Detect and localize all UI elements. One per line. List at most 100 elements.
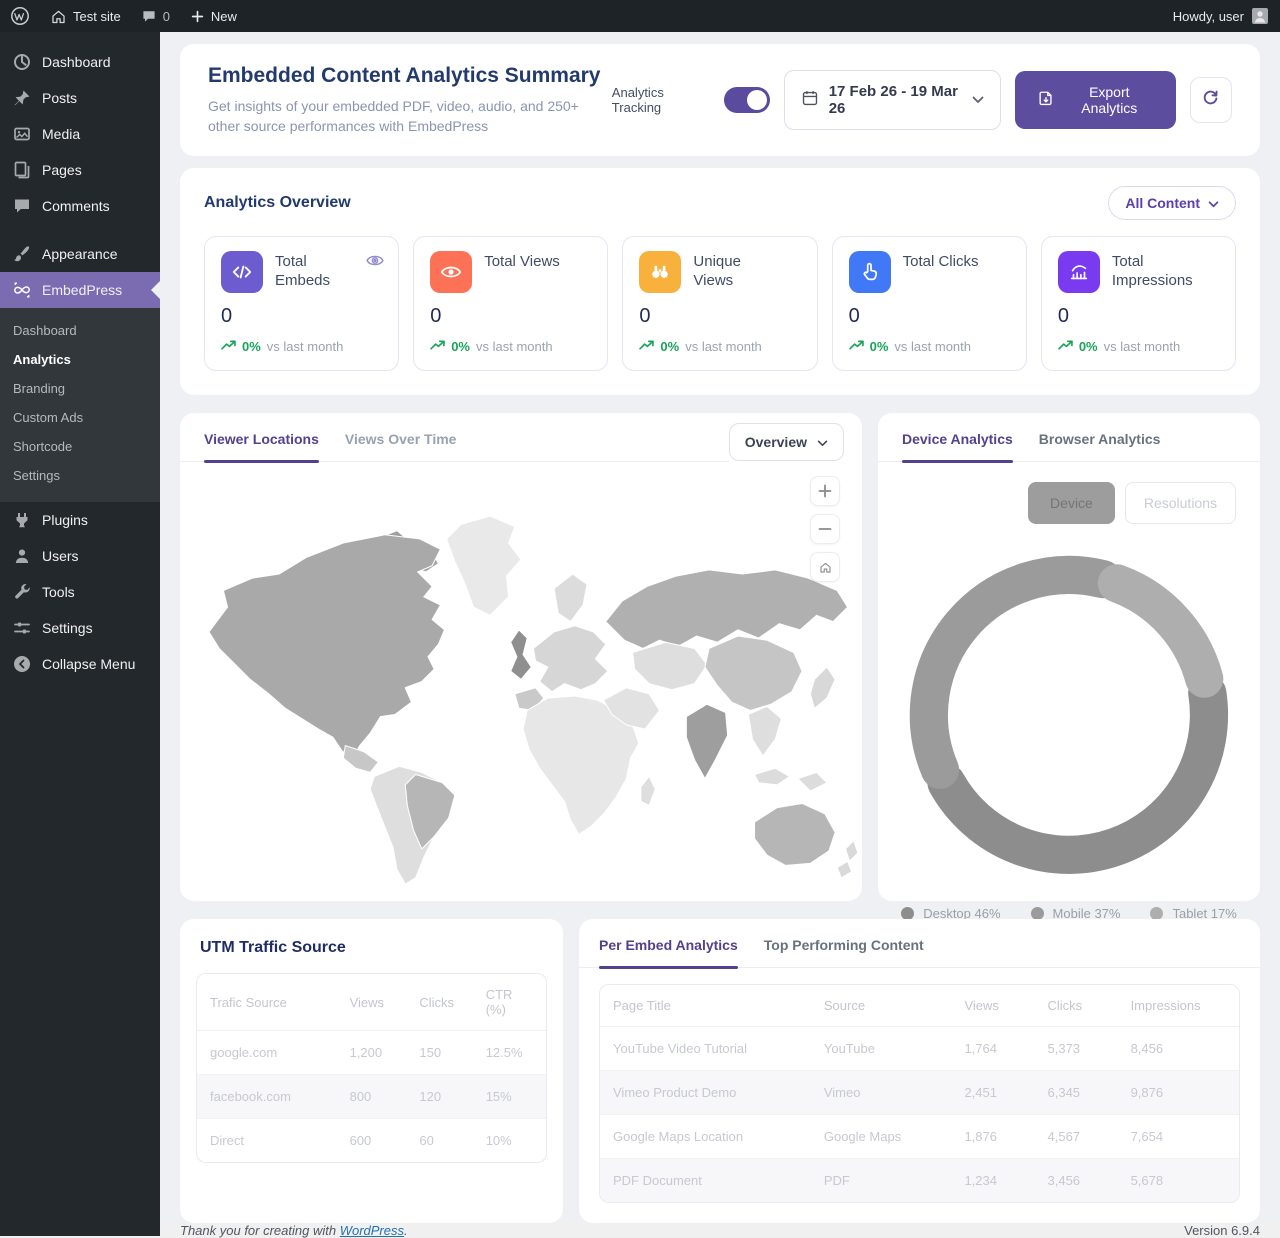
tab-top-performing-content[interactable]: Top Performing Content (764, 937, 924, 967)
resolutions-filter-button[interactable]: Resolutions (1125, 482, 1236, 524)
cell-views: 1,876 (951, 1115, 1034, 1159)
per-embed-analytics-panel: Per Embed Analytics Top Performing Conte… (579, 919, 1260, 1223)
column-header: Source (811, 985, 952, 1027)
utm-table: Trafic Source Views Clicks CTR (%) googl… (196, 973, 547, 1163)
content-filter-dropdown[interactable]: All Content (1108, 186, 1236, 220)
trend-suffix: vs last month (1104, 339, 1181, 354)
trend-percent: 0% (660, 339, 679, 354)
export-analytics-button[interactable]: Export Analytics (1015, 71, 1176, 129)
sidebar-label: Comments (42, 198, 110, 214)
page-header: Embedded Content Analytics Summary Get i… (180, 44, 1260, 156)
stat-title: Total Embeds (275, 251, 360, 291)
cell-clicks: 4,567 (1035, 1115, 1118, 1159)
tab-views-over-time[interactable]: Views Over Time (345, 431, 457, 461)
trend-up-icon (1058, 339, 1073, 354)
comment-bubble-icon (141, 8, 157, 24)
sidebar-label: Posts (42, 90, 77, 106)
page-title: Embedded Content Analytics Summary (208, 64, 612, 88)
site-link[interactable]: Test site (40, 0, 131, 32)
refresh-button[interactable] (1190, 77, 1232, 123)
stat-title: Total Views (484, 251, 560, 272)
sidebar-item-posts[interactable]: Posts (0, 80, 160, 116)
binoculars-icon (639, 251, 681, 293)
comments-indicator[interactable]: 0 (131, 0, 180, 32)
trend-percent: 0% (451, 339, 470, 354)
cell-views: 1,234 (951, 1159, 1034, 1202)
column-header: Impressions (1118, 985, 1239, 1027)
refresh-icon (1201, 88, 1220, 112)
map-zoom-out-button[interactable] (810, 514, 840, 544)
cell-views: 800 (337, 1075, 407, 1119)
sidebar-item-appearance[interactable]: Appearance (0, 236, 160, 272)
submenu-item-dashboard[interactable]: Dashboard (0, 316, 160, 345)
map-zoom-in-button[interactable] (810, 476, 840, 506)
map-metric-value: Overview (745, 434, 807, 450)
trend-percent: 0% (1079, 339, 1098, 354)
embedpress-icon (12, 280, 32, 300)
tab-browser-analytics[interactable]: Browser Analytics (1039, 431, 1161, 461)
cell-page-title: PDF Document (600, 1159, 811, 1202)
sidebar-item-tools[interactable]: Tools (0, 574, 160, 610)
world-map[interactable] (180, 462, 862, 901)
stat-title: Unique Views (693, 251, 778, 291)
sidebar-label: Plugins (42, 512, 88, 528)
map-metric-dropdown[interactable]: Overview (729, 423, 844, 461)
sidebar-item-pages[interactable]: Pages (0, 152, 160, 188)
new-content-menu[interactable]: New (180, 0, 247, 32)
wordpress-logo-menu[interactable] (0, 0, 40, 32)
column-header: Clicks (406, 974, 472, 1031)
cell-clicks: 3,456 (1035, 1159, 1118, 1202)
analytics-tracking-toggle[interactable] (724, 87, 770, 113)
sidebar-item-embedpress[interactable]: EmbedPress (0, 272, 160, 308)
cell-page-title: Vimeo Product Demo (600, 1071, 811, 1115)
account-menu[interactable]: Howdy, user (1173, 8, 1280, 24)
sidebar-item-settings[interactable]: Settings (0, 610, 160, 646)
per-embed-table: Page Title Source Views Clicks Impressio… (599, 984, 1240, 1203)
column-header: Page Title (600, 985, 811, 1027)
device-filter-button[interactable]: Device (1028, 482, 1115, 524)
cell-impressions: 7,654 (1118, 1115, 1239, 1159)
trend-up-icon (639, 339, 654, 354)
sidebar-item-plugins[interactable]: Plugins (0, 502, 160, 538)
tab-device-analytics[interactable]: Device Analytics (902, 431, 1013, 461)
sidebar-item-media[interactable]: Media (0, 116, 160, 152)
user-icon (12, 546, 32, 566)
viewer-locations-panel: Viewer Locations Views Over Time Overvie… (180, 413, 862, 901)
tab-per-embed-analytics[interactable]: Per Embed Analytics (599, 937, 738, 967)
eye-watch-icon[interactable] (365, 253, 385, 273)
column-header: Clicks (1035, 985, 1118, 1027)
submenu-item-custom-ads[interactable]: Custom Ads (0, 403, 160, 432)
cell-impressions: 5,678 (1118, 1159, 1239, 1202)
cell-source: Google Maps (811, 1115, 952, 1159)
date-range-picker[interactable]: 17 Feb 26 - 19 Mar 26 (784, 70, 1001, 130)
submenu-item-branding[interactable]: Branding (0, 374, 160, 403)
stat-value: 0 (639, 305, 800, 328)
date-range-value: 17 Feb 26 - 19 Mar 26 (829, 83, 962, 117)
home-icon (818, 560, 833, 575)
sidebar-label: Collapse Menu (42, 656, 135, 672)
submenu-item-settings[interactable]: Settings (0, 461, 160, 490)
cell-source: PDF (811, 1159, 952, 1202)
sidebar-item-comments[interactable]: Comments (0, 188, 160, 224)
cell-views: 1,200 (337, 1031, 407, 1075)
stat-card-total-views: Total Views 0 0% vs last month (413, 236, 608, 371)
sidebar: Dashboard Posts Media Pages Comments App… (0, 32, 160, 1236)
sidebar-item-collapse-menu[interactable]: Collapse Menu (0, 646, 160, 682)
stat-title: Total Impressions (1112, 251, 1197, 291)
sidebar-item-dashboard[interactable]: Dashboard (0, 44, 160, 80)
stat-value: 0 (221, 305, 382, 328)
stat-card-total-embeds: Total Embeds 0 0% vs last month (204, 236, 399, 371)
cell-source: google.com (197, 1031, 337, 1075)
stat-title: Total Clicks (903, 251, 979, 272)
map-reset-button[interactable] (810, 552, 840, 582)
pages-icon (12, 160, 32, 180)
analytics-overview-title: Analytics Overview (204, 194, 351, 212)
sidebar-item-users[interactable]: Users (0, 538, 160, 574)
submenu-item-shortcode[interactable]: Shortcode (0, 432, 160, 461)
submenu-item-analytics[interactable]: Analytics (0, 345, 160, 374)
tab-viewer-locations[interactable]: Viewer Locations (204, 431, 319, 461)
cell-views: 2,451 (951, 1071, 1034, 1115)
trend-percent: 0% (870, 339, 889, 354)
chart-icon (1058, 251, 1100, 293)
sidebar-separator (0, 224, 160, 236)
